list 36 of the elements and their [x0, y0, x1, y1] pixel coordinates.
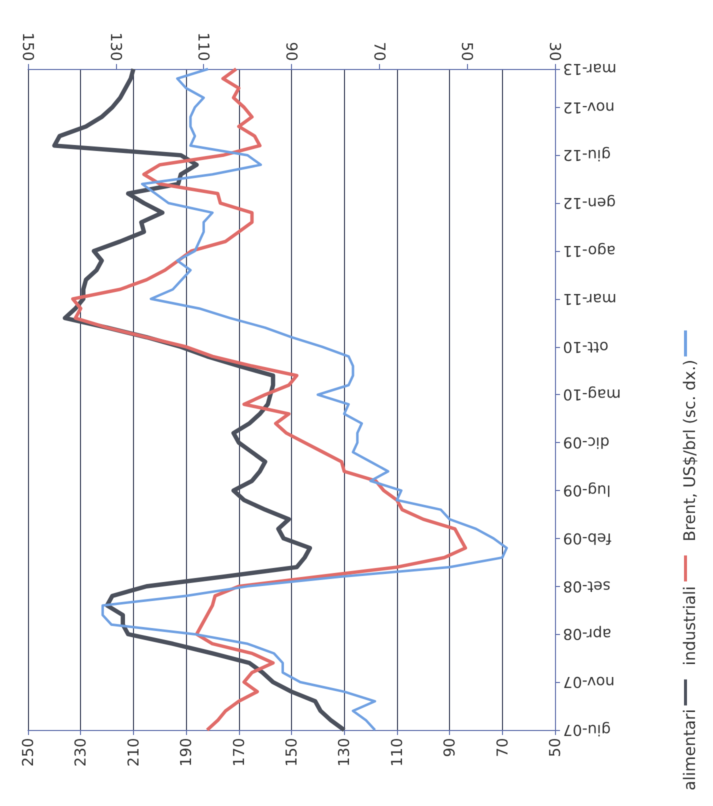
x2-tick-label: 50	[458, 42, 476, 61]
y-tick-label: apr-08	[563, 625, 612, 644]
y-tick-label: nov-12	[563, 98, 615, 116]
x-tick-label: 170	[230, 738, 248, 767]
legend-label: industriali	[680, 585, 699, 665]
x-tick-label: 150	[282, 738, 300, 767]
y-tick-label: gen-12	[563, 194, 616, 212]
x-tick-label: 230	[72, 738, 90, 767]
y-tick-label: lug-09	[563, 482, 611, 500]
x-tick-label: 90	[440, 738, 459, 758]
legend-label: alimentari	[680, 708, 699, 790]
y-tick-label: mag-10	[563, 386, 621, 404]
x-tick-label: 70	[493, 738, 512, 758]
y-tick-label: nov-07	[563, 673, 615, 692]
x-tick-label: 130	[335, 738, 354, 767]
y-tick-label: ago-11	[563, 242, 616, 260]
x-tick-label: 210	[124, 738, 142, 767]
y-tick-label: feb-09	[563, 529, 612, 548]
x2-tick-label: 30	[546, 42, 564, 61]
x-tick-label: 190	[177, 738, 196, 767]
y-tick-label: ott-10	[563, 338, 608, 356]
y-tick-label: mar-11	[563, 290, 617, 308]
y-tick-label: mar-13	[563, 60, 617, 78]
x2-tick-label: 70	[370, 42, 388, 61]
y-tick-label: giu-12	[563, 146, 611, 164]
x2-tick-label: 130	[106, 32, 125, 61]
legend-label: Brent, US$/brl (sc. dx.)	[680, 360, 699, 542]
x2-tick-label: 90	[282, 42, 300, 61]
x-tick-label: 250	[19, 738, 37, 767]
x-tick-label: 110	[388, 738, 406, 767]
y-tick-label: giu-07	[563, 721, 611, 739]
x2-tick-label: 110	[194, 32, 213, 61]
x-tick-label: 50	[546, 738, 564, 758]
x2-tick-label: 150	[19, 32, 37, 61]
y-tick-label: dic-09	[563, 434, 610, 452]
y-tick-label: set-08	[563, 577, 610, 596]
